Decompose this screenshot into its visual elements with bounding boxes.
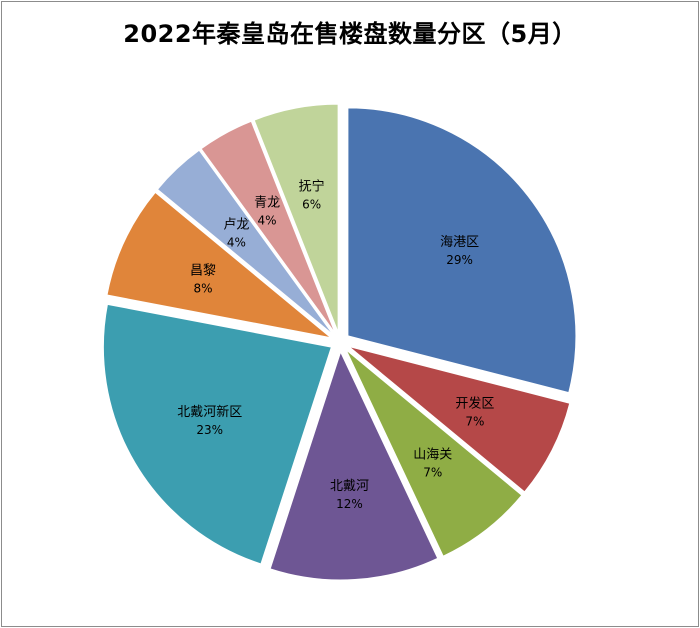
pie-slice-4 <box>102 303 333 565</box>
slice-name-label: 青龙 <box>254 195 280 210</box>
pie-slice-6 <box>156 149 334 336</box>
slice-percent-label: 4% <box>258 213 277 227</box>
slice-percent-label: 29% <box>446 253 473 267</box>
slice-percent-label: 23% <box>196 423 223 437</box>
slice-percent-label: 8% <box>194 282 213 296</box>
slice-name-label: 卢龙 <box>223 217 249 233</box>
slice-percent-label: 6% <box>302 197 321 211</box>
pie-slice-0 <box>347 107 577 394</box>
chart-title: 2022年秦皇岛在售楼盘数量分区（5月） <box>123 20 577 48</box>
slice-name-label: 抚宁 <box>299 178 325 194</box>
slice-name-label: 北戴河 <box>330 479 369 494</box>
slice-percent-label: 4% <box>227 236 246 250</box>
slice-percent-label: 12% <box>336 497 363 511</box>
slice-name-label: 北戴河新区 <box>177 404 242 420</box>
slice-name-label: 海港区 <box>440 235 479 250</box>
pie-slice-7 <box>200 120 336 334</box>
pie-slice-2 <box>345 349 523 557</box>
slice-percent-label: 7% <box>465 415 484 429</box>
slice-name-label: 开发区 <box>455 396 494 412</box>
pie-slice-8 <box>253 103 339 333</box>
slice-percent-label: 7% <box>423 466 442 480</box>
slice-name-label: 昌黎 <box>190 264 216 279</box>
pie-slice-3 <box>269 350 439 581</box>
pie-slice-1 <box>348 346 571 493</box>
pie-slice-5 <box>106 191 332 339</box>
slice-name-label: 山海关 <box>413 448 452 463</box>
